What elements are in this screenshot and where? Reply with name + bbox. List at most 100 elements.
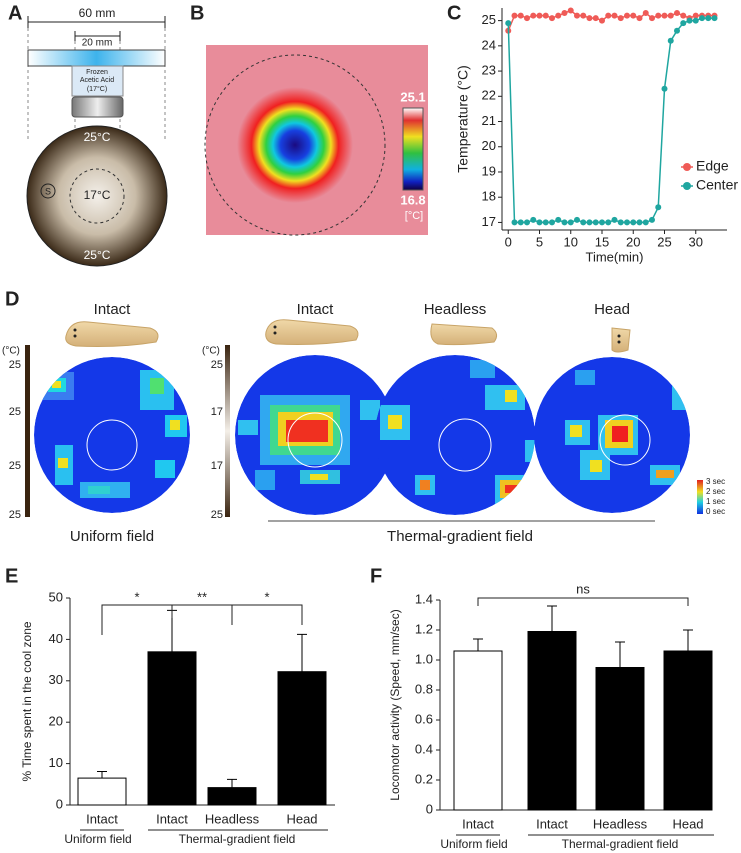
data-point <box>586 15 593 22</box>
data-point <box>524 15 530 22</box>
start-marker <box>40 183 56 199</box>
colorbar <box>402 107 424 191</box>
condition-title: Intact <box>94 301 132 318</box>
temp-scale <box>225 345 230 517</box>
bar <box>77 777 127 806</box>
dimension-label: 20 mm <box>82 38 113 49</box>
dish-top-view <box>26 125 168 267</box>
bar <box>207 787 257 806</box>
data-point <box>692 17 699 24</box>
data-point <box>642 219 649 226</box>
worm-icons <box>65 319 631 353</box>
data-point <box>599 219 605 226</box>
scale-tick-label: 25 <box>9 359 21 371</box>
y-tick-label: 50 <box>49 589 63 604</box>
x-tick-label: Intact <box>86 811 118 826</box>
y-tick-label: 10 <box>49 755 63 770</box>
scale-tick-label: 25 <box>9 460 21 472</box>
data-point <box>536 219 543 226</box>
x-tick-label: 10 <box>564 234 578 249</box>
data-point <box>574 216 580 223</box>
error-bar <box>683 629 693 651</box>
y-tick-label: 25 <box>482 12 496 27</box>
y-tick-label: 0 <box>56 796 63 811</box>
error-bar <box>227 778 237 788</box>
y-tick-label: 21 <box>482 113 496 128</box>
scale-tick-label: 25 <box>9 509 21 521</box>
x-tick-label: 0 <box>505 234 512 249</box>
data-point <box>580 219 587 226</box>
data-point <box>567 219 574 226</box>
y-tick-label: 0 <box>426 801 433 816</box>
condition-title: Headless <box>424 301 487 318</box>
condition-title: Head <box>594 301 630 318</box>
series-line <box>507 9 715 31</box>
scale-tick-label: 25 <box>9 406 21 418</box>
x-tick-label: Intact <box>536 816 568 831</box>
y-tick-label: 19 <box>482 163 496 178</box>
data-point <box>686 17 693 24</box>
data-point <box>517 219 524 226</box>
data-point <box>605 219 612 226</box>
data-point <box>592 15 599 22</box>
bar <box>453 650 503 811</box>
temp-scale <box>25 345 30 517</box>
colorbar-label: 0 sec <box>706 507 725 516</box>
error-bar <box>615 641 625 668</box>
heatmap <box>235 355 395 515</box>
y-tick-label: 40 <box>49 631 63 646</box>
data-point <box>611 12 618 19</box>
data-point <box>505 20 512 27</box>
data-point <box>542 12 549 19</box>
data-point <box>524 219 530 226</box>
data-point <box>674 10 680 17</box>
scale-ticks: 25 25 25 25 25 17 17 25 <box>9 359 223 521</box>
condition-title: Intact <box>297 301 335 318</box>
panel-label: B <box>190 2 204 24</box>
source-label: (17°C) <box>87 85 107 93</box>
significance-bracket <box>232 604 303 625</box>
significance-bracket <box>172 604 233 625</box>
bar <box>527 631 577 811</box>
data-point <box>530 216 537 223</box>
scale-tick-label: 17 <box>211 460 223 472</box>
y-axis-label: Temperature (°C) <box>455 65 471 173</box>
y-tick-label: 0.8 <box>415 681 433 696</box>
group-label: Uniform field <box>64 832 131 846</box>
colorbar-label: 3 sec <box>706 477 725 486</box>
group-label: Uniform field <box>440 837 507 851</box>
y-tick-label: 18 <box>482 189 496 204</box>
error-bar <box>297 633 307 672</box>
significance-label: ns <box>576 581 590 596</box>
x-tick-label: 20 <box>626 234 640 249</box>
y-tick-label: 17 <box>482 214 496 229</box>
temp-label: 17°C <box>84 188 111 202</box>
y-tick-label: 20 <box>482 138 496 153</box>
data-point <box>636 15 643 22</box>
data-point <box>549 15 555 22</box>
x-tick-label: 5 <box>536 234 543 249</box>
bar <box>277 671 327 806</box>
data-point <box>692 12 699 19</box>
data-point <box>705 15 712 22</box>
panel-label: E <box>5 565 18 587</box>
colorbar-min: 16.8 <box>400 192 425 207</box>
data-point <box>630 219 637 226</box>
data-point <box>605 12 612 19</box>
x-tick-label: Headless <box>593 816 648 831</box>
scale-tick-label: 25 <box>211 509 223 521</box>
y-tick-label: 1.0 <box>415 651 433 666</box>
colorbar-label: 2 sec <box>706 487 725 496</box>
data-point <box>699 15 705 22</box>
data-point <box>655 12 662 19</box>
x-tick-label: 25 <box>657 234 671 249</box>
scale-tick-label: 25 <box>211 359 223 371</box>
dish-side <box>27 49 166 67</box>
group-label: Thermal-gradient field <box>562 837 679 851</box>
colorbar-max: 25.1 <box>400 89 425 104</box>
cold-spot <box>237 87 353 203</box>
heatmap <box>534 357 690 513</box>
significance-label: * <box>134 589 139 604</box>
data-point <box>567 7 574 14</box>
y-tick-label: 20 <box>49 714 63 729</box>
